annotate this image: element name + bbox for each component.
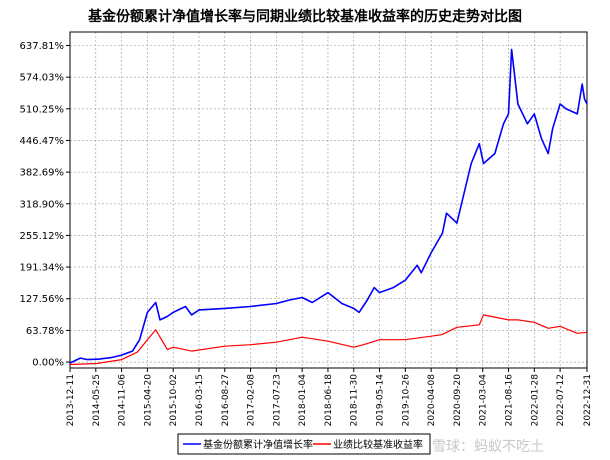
y-tick-label: 191.34% xyxy=(20,263,65,274)
x-tick-label: 2017-02-08 xyxy=(247,374,257,427)
y-tick-label: 574.03% xyxy=(20,73,65,84)
x-tick-label: 2021-08-16 xyxy=(505,374,515,427)
y-tick-label: 382.69% xyxy=(20,168,65,179)
x-tick-label: 2021-03-04 xyxy=(479,374,489,427)
x-tick-label: 2022-12-31 xyxy=(583,374,593,426)
legend-benchmark-label: 业绩比较基准收益率 xyxy=(333,438,423,451)
x-tick-label: 2019-10-26 xyxy=(401,374,411,427)
x-tick-label: 2013-12-11 xyxy=(66,374,76,426)
x-tick-label: 2020-09-20 xyxy=(453,374,463,427)
y-tick-label: 0.00% xyxy=(32,358,64,369)
watermark: 雪球：蚂蚁不吃土 xyxy=(432,439,544,455)
x-tick-label: 2022-01-28 xyxy=(530,374,540,427)
legend: 基金份额累计净值增长率 业绩比较基准收益率 xyxy=(177,433,431,455)
chart-title: 基金份额累计净值增长率与同期业绩比较基准收益率的历史走势对比图 xyxy=(88,8,522,25)
y-tick-label: 446.47% xyxy=(20,136,65,147)
grid xyxy=(69,32,588,368)
x-tick-label: 2016-03-15 xyxy=(195,374,205,426)
x-tick-label: 2019-05-14 xyxy=(376,374,386,427)
x-tick-label: 2018-11-30 xyxy=(350,374,360,427)
x-tick-label: 2022-07-12 xyxy=(556,374,566,426)
y-tick-label: 63.78% xyxy=(26,326,64,337)
series-line-fund xyxy=(69,48,588,364)
x-tick-label: 2018-01-04 xyxy=(298,374,308,427)
x-tick-label: 2015-10-02 xyxy=(169,374,179,426)
x-tick-label: 2020-04-08 xyxy=(427,374,437,427)
series-lines xyxy=(69,48,588,366)
legend-box xyxy=(177,433,431,455)
x-tick-label: 2017-07-23 xyxy=(272,374,282,426)
plot-frame xyxy=(69,31,588,369)
y-tick-label: 255.12% xyxy=(20,231,65,242)
y-tick-label: 510.25% xyxy=(20,104,65,115)
y-tick-label: 127.56% xyxy=(20,294,65,305)
x-tick-label: 2018-06-18 xyxy=(324,374,334,427)
x-tick-label: 2014-05-25 xyxy=(92,374,102,426)
y-tick-label: 318.90% xyxy=(20,199,65,210)
x-axis: 2013-12-11 2014-05-25 2014-11-06 2015-04-20… xyxy=(66,368,593,426)
x-tick-label: 2014-11-06 xyxy=(118,374,128,427)
x-tick-label: 2015-04-20 xyxy=(143,374,153,427)
y-axis: 637.81% 574.03% 510.25% 446.47% 382.69% 318.9… xyxy=(20,41,70,369)
x-tick-label: 2016-08-27 xyxy=(221,374,231,426)
y-tick-label: 637.81% xyxy=(20,41,65,52)
series-line-benchmark xyxy=(69,314,588,366)
legend-fund-label: 基金份额累计净值增长率 xyxy=(203,438,313,451)
